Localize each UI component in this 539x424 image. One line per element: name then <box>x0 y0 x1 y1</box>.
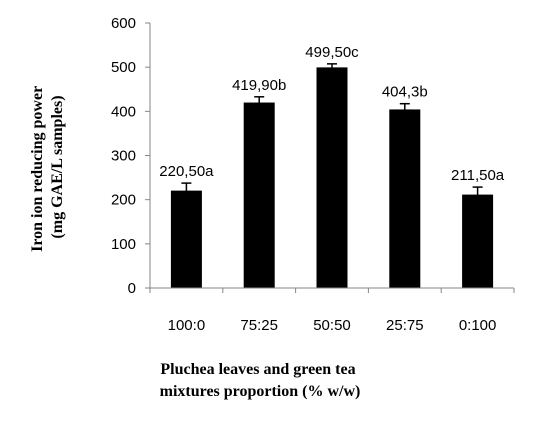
y-tick-label: 600 <box>111 15 136 32</box>
y-tick-label: 500 <box>111 59 136 76</box>
y-axis-ticks: 0 100 200 300 400 500 600 <box>111 15 150 297</box>
bar <box>170 190 202 288</box>
x-axis-title: Pluchea leaves and green tea mixtures pr… <box>160 361 361 400</box>
x-tick-label: 0:100 <box>459 317 497 334</box>
bar <box>389 109 421 288</box>
bar <box>462 194 494 288</box>
y-tick-label: 200 <box>111 192 136 209</box>
x-tick-label: 75:25 <box>240 317 278 334</box>
data-label: 220,50a <box>159 163 214 180</box>
y-tick-label: 0 <box>128 280 136 297</box>
y-tick-label: 400 <box>111 103 136 120</box>
x-tick-label: 50:50 <box>313 317 351 334</box>
bar <box>316 67 348 288</box>
data-label: 404,3b <box>382 84 428 101</box>
y-axis-title-line-1: Iron ion reducing power <box>29 86 46 252</box>
data-label: 419,90b <box>232 77 286 94</box>
x-tick-label: 100:0 <box>168 317 206 334</box>
data-label: 211,50a <box>451 167 505 184</box>
x-axis-title-line-1: Pluchea leaves and green tea <box>160 361 355 378</box>
data-labels: 220,50a 419,90b 499,50c 404,3b 211,50a <box>159 44 505 184</box>
error-bars <box>181 63 483 203</box>
data-label: 499,50c <box>305 44 359 61</box>
bar <box>243 102 275 289</box>
y-tick-label: 300 <box>111 148 136 165</box>
y-axis-title: Iron ion reducing power (mg GAE/L sample… <box>29 82 66 252</box>
bars <box>170 67 494 289</box>
y-tick-label: 100 <box>111 236 136 253</box>
axes <box>149 23 514 289</box>
x-axis-ticks: 100:0 75:25 50:50 25:75 0:100 <box>149 288 515 334</box>
y-axis-title-line-2: (mg GAE/L samples) <box>49 95 66 238</box>
x-tick-label: 25:75 <box>386 317 424 334</box>
x-axis-title-line-2: mixtures proportion (% w/w) <box>160 383 361 400</box>
